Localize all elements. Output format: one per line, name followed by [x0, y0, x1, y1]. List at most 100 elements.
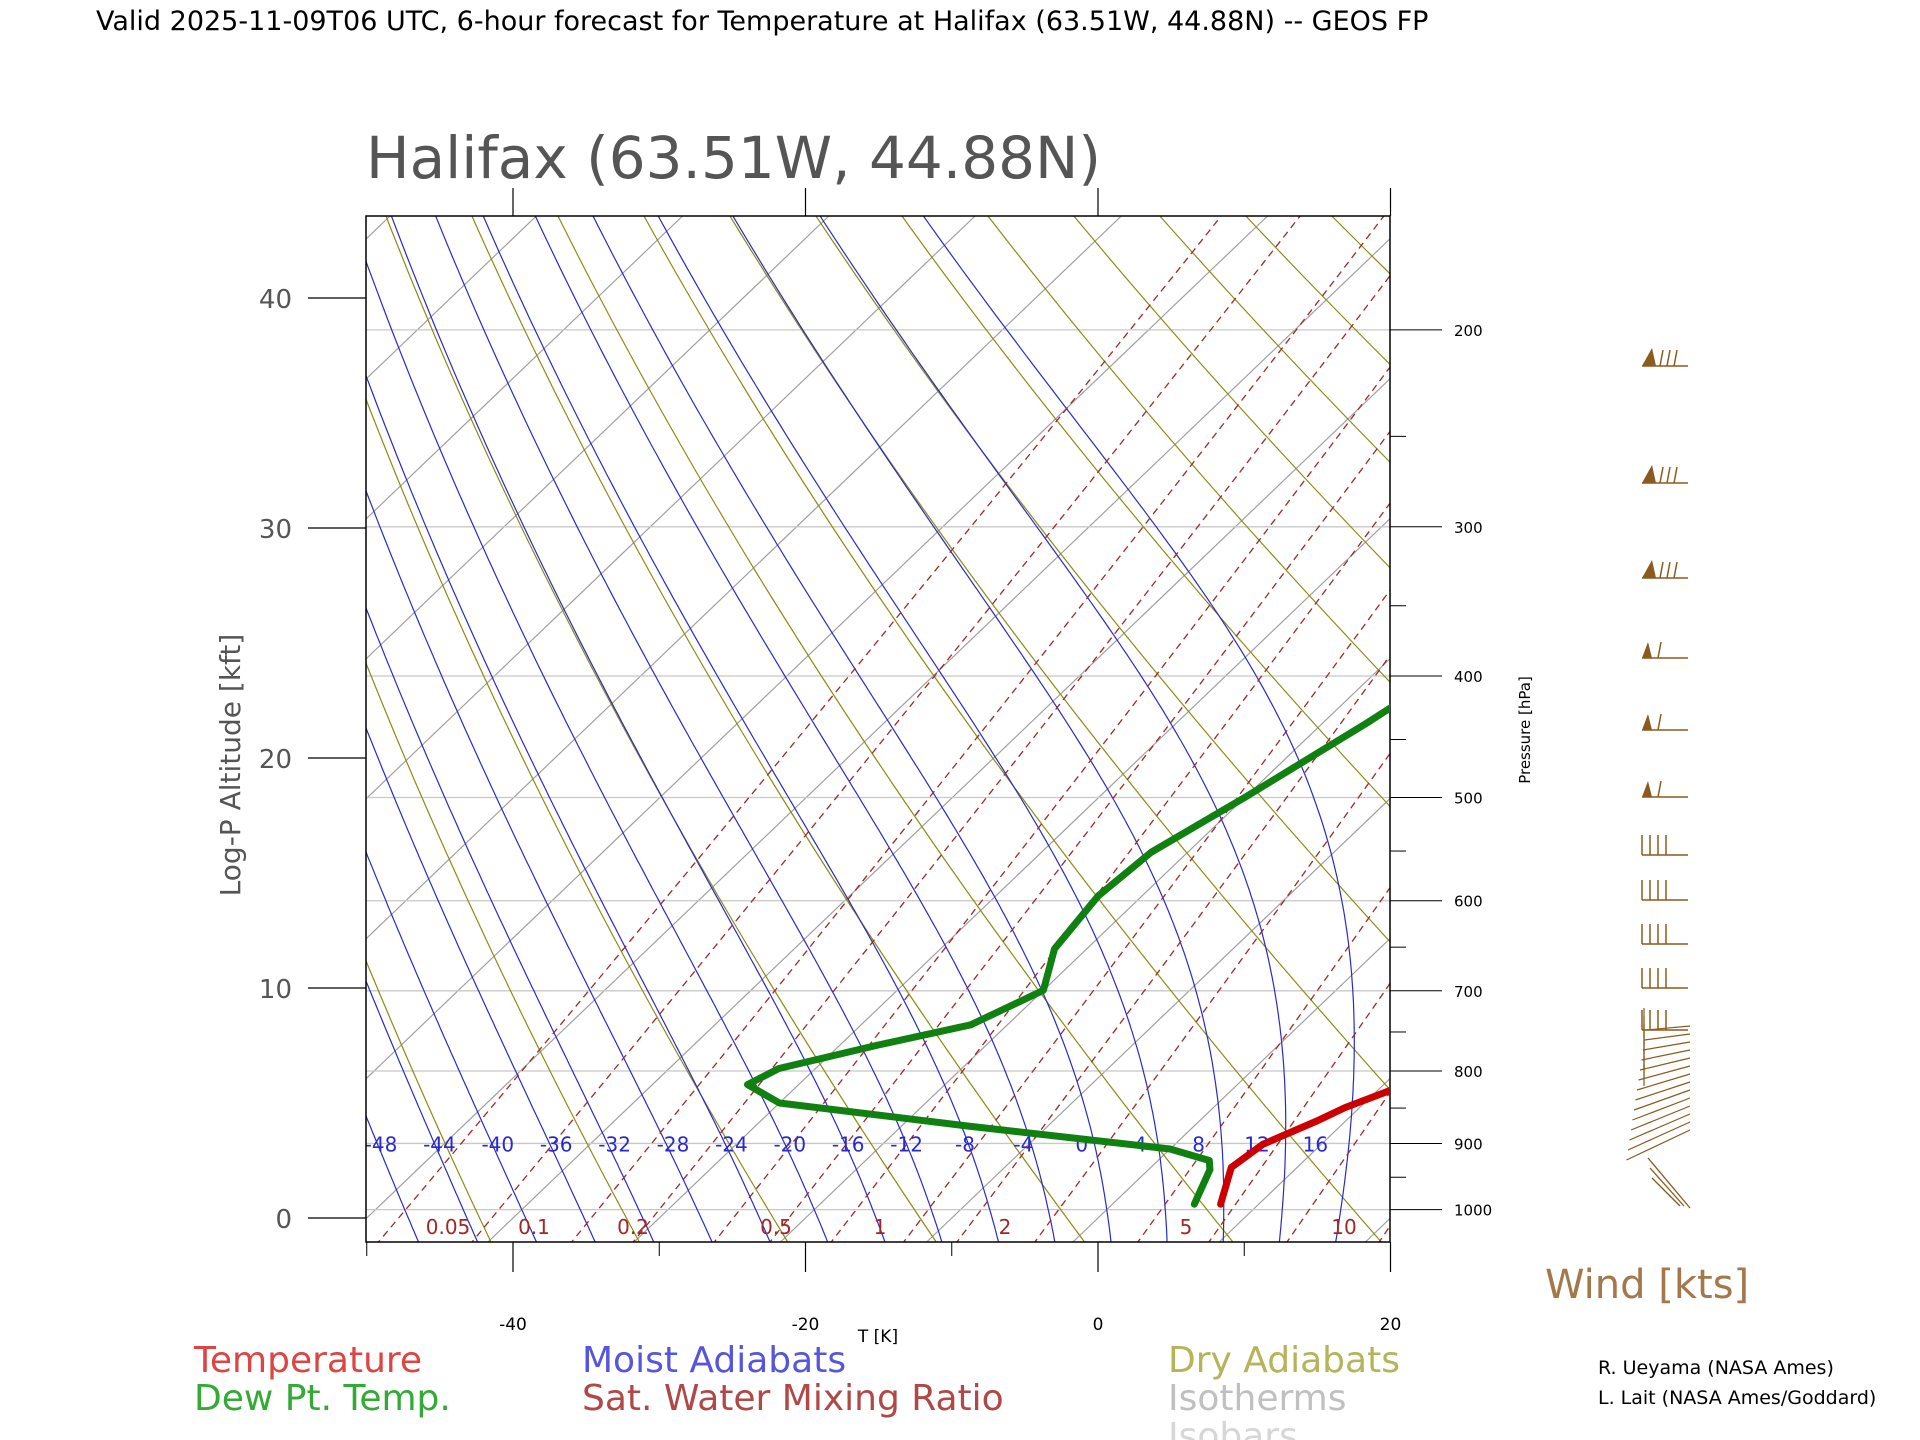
- y-tick-label: 40: [259, 285, 292, 315]
- wind-barb-staff: [1629, 1113, 1691, 1141]
- isotherm-line: [0, 216, 98, 1242]
- axes: 0 10 20 30 40 -40 -20 0 20 1000 900 800 700 600 500 400…: [259, 188, 1492, 1335]
- moist-adiabat-line: [366, 1114, 420, 1242]
- moist-adiabat-label: -16: [832, 1132, 865, 1156]
- isotherm-line: [366, 216, 537, 380]
- wind-barb: [1642, 713, 1688, 731]
- dry-adiabat-line: [557, 216, 1234, 1242]
- wind-barb-flag: [1642, 781, 1652, 797]
- mixing-ratio-line: [713, 366, 1390, 1242]
- isotherm-line: [633, 517, 1390, 1242]
- mixing-ratio-line: [1378, 1224, 1390, 1242]
- mixing-ratio-label: 1: [874, 1215, 887, 1239]
- wind-barb-feather: [1673, 466, 1678, 484]
- x-tick-label: -40: [499, 1315, 527, 1335]
- moist-adiabat-line: [482, 216, 1000, 1242]
- x-tick-label: 0: [1093, 1315, 1104, 1335]
- moist-adiabat-label: -20: [773, 1132, 806, 1156]
- legend-moist-adiabats: Moist Adiabats: [582, 1340, 846, 1381]
- moist-adiabat-label: -12: [890, 1132, 923, 1156]
- mixing-ratio-line: [956, 654, 1390, 1242]
- moist-adiabat-line: [366, 374, 771, 1242]
- wind-barb: [1641, 880, 1688, 901]
- y-axis-label: Log-P Altitude [kft]: [214, 634, 247, 897]
- moist-adiabat-line: [657, 216, 1168, 1242]
- dry-adiabat-line: [1073, 216, 1390, 569]
- mixing-ratio-labels: 0.05 0.1 0.2 0.5 1 2 5 10: [426, 1215, 1357, 1239]
- pressure-tick-label: 900: [1454, 1135, 1483, 1153]
- isotherm-line: [926, 797, 1390, 1242]
- isotherm-line: [366, 216, 830, 660]
- header-text: Valid 2025-11-09T06 UTC, 6-hour forecast…: [96, 6, 1428, 37]
- y-tick-label: 30: [259, 515, 292, 545]
- x-tick-label: -20: [792, 1315, 820, 1335]
- y-tick-label: 20: [259, 745, 292, 775]
- wind-barb: [1642, 560, 1688, 579]
- moist-adiabat-labels: -48 -44 -40 -36 -32 -28 -24 -20 -16 -12 -8 -4 0 4 8 12 1…: [365, 1132, 1328, 1156]
- credit-line-2: L. Lait (NASA Ames/Goddard): [1598, 1387, 1876, 1409]
- background-lines: -48 -44 -40 -36 -32 -28 -24 -20 -16 -12 -8 -4 0 4 8 12 1…: [0, 183, 1920, 1264]
- dry-adiabat-line: [815, 216, 1390, 943]
- wind-barb-flag: [1642, 642, 1652, 658]
- wind-barb-staff: [1635, 1081, 1691, 1101]
- wind-title: Wind [kts]: [1545, 1262, 1749, 1308]
- moist-adiabat-label: -4: [1013, 1132, 1033, 1156]
- dry-adiabat-line: [471, 216, 1086, 1242]
- dry-adiabat-line: [1383, 183, 1920, 1264]
- dry-adiabat-line: [1468, 183, 1920, 1264]
- legend-dry-adiabats: Dry Adiabats: [1168, 1340, 1400, 1381]
- mixing-ratio-label: 2: [999, 1215, 1012, 1239]
- mixing-ratio-line: [632, 274, 1390, 1242]
- temperature-line: [1217, 1086, 1390, 1208]
- wind-barb: [1641, 968, 1688, 989]
- dry-adiabat-line: [37, 183, 352, 1264]
- legend-isotherms: Isotherms: [1168, 1378, 1346, 1419]
- dry-adiabat-line: [1552, 183, 1920, 1264]
- wind-barb-staff: [1642, 1041, 1691, 1051]
- mixing-ratio-line: [1531, 183, 1920, 1264]
- mixing-ratio-line: [1660, 183, 1920, 1264]
- mixing-ratio-label: 0.05: [426, 1215, 471, 1239]
- wind-barb-surface: [1647, 1157, 1691, 1209]
- wind-barb-staff: [1638, 1065, 1691, 1081]
- pressure-tick-label: 1000: [1454, 1202, 1492, 1220]
- moist-adiabat-label: -44: [423, 1132, 456, 1156]
- wind-barb-staff: [1647, 1157, 1691, 1209]
- mixing-ratio-label: 0.1: [518, 1215, 550, 1239]
- wind-barb-staff: [1633, 1089, 1691, 1111]
- isotherm-line: [1218, 1077, 1390, 1242]
- pressure-tick-label: 500: [1454, 790, 1483, 808]
- pressure-tick-label: 700: [1454, 983, 1483, 1001]
- wind-barb: [1641, 924, 1688, 945]
- x-axis-label: T [K]: [857, 1327, 898, 1347]
- wind-barb-staff: [1649, 1167, 1685, 1207]
- dewpoint-line: [744, 703, 1390, 1208]
- pressure-axis-label: Pressure [hPa]: [1516, 676, 1534, 784]
- pressure-tick-label: 800: [1454, 1063, 1483, 1081]
- wind-barbs: [1626, 348, 1691, 1209]
- wind-barb-flag: [1642, 560, 1656, 578]
- wind-barb: [1641, 835, 1688, 856]
- moist-adiabat-line: [366, 850, 538, 1242]
- dry-adiabat-group: [37, 183, 1920, 1264]
- dry-adiabat-line: [987, 216, 1390, 684]
- mixing-ratio-line: [377, 216, 1223, 1242]
- y-tick-label: 0: [275, 1205, 292, 1235]
- legend: Temperature Dew Pt. Temp. Moist Adiabats…: [193, 1340, 1400, 1440]
- mixing-ratio-label: 5: [1180, 1215, 1193, 1239]
- wind-barb-feather: [1657, 641, 1662, 659]
- wind-barb-staff: [1627, 1121, 1691, 1151]
- mixing-ratio-label: 0.5: [760, 1215, 792, 1239]
- wind-barb-flag: [1642, 714, 1652, 730]
- isotherm-line: [1072, 937, 1390, 1242]
- dry-adiabat-line: [729, 216, 1390, 1091]
- wind-barb-feather: [1666, 561, 1671, 579]
- mixing-ratio-line: [570, 216, 1385, 1242]
- moist-adiabat-label: -28: [657, 1132, 690, 1156]
- wind-barb-flag: [1642, 348, 1656, 366]
- wind-barb: [1642, 465, 1688, 484]
- legend-isobars: Isobars: [1168, 1416, 1298, 1440]
- moist-adiabat-line: [366, 979, 479, 1242]
- dry-adiabat-line: [366, 661, 641, 1242]
- moist-adiabat-label: -40: [481, 1132, 514, 1156]
